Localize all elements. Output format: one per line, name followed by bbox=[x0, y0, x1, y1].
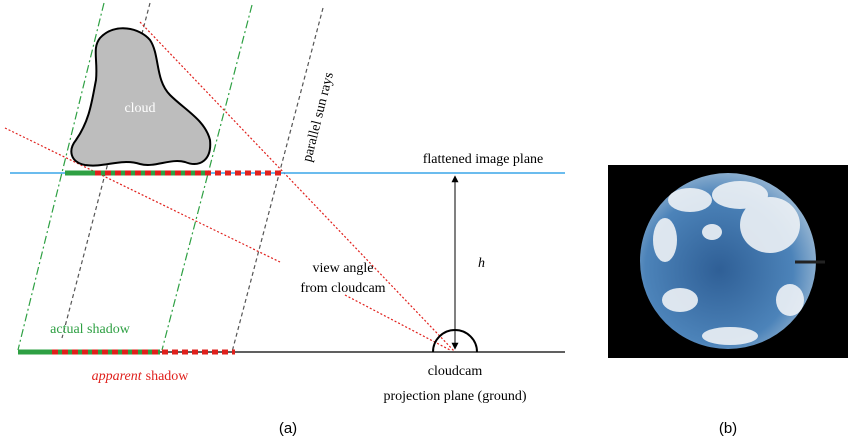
apparent-emphasis: apparent bbox=[92, 369, 143, 384]
panel-a-caption: (a) bbox=[279, 420, 297, 437]
figure: cloud parallel sun rays flattened image … bbox=[0, 0, 863, 441]
panel-a: cloud parallel sun rays flattened image … bbox=[5, 3, 565, 437]
actual-shadow-label: actual shadow bbox=[50, 322, 131, 337]
ground-label: projection plane (ground) bbox=[383, 389, 526, 404]
view-angle-label: view angle bbox=[312, 261, 373, 276]
height-label: h bbox=[478, 256, 485, 271]
shadow-edge-ray bbox=[162, 5, 252, 350]
sun-ray bbox=[232, 8, 323, 352]
panel-b: (b) bbox=[608, 165, 848, 437]
apparent-rest: shadow bbox=[146, 369, 190, 384]
rays-label: parallel sun rays bbox=[300, 71, 337, 164]
image-plane-label: flattened image plane bbox=[423, 152, 544, 167]
shadow-edge-ray bbox=[18, 3, 104, 350]
view-ray bbox=[345, 295, 450, 350]
camera-label: cloudcam bbox=[428, 364, 483, 379]
view-angle-label: from cloudcam bbox=[300, 281, 385, 296]
cloud bbox=[71, 28, 210, 165]
cloud-label: cloud bbox=[124, 101, 155, 116]
view-ray bbox=[140, 22, 455, 352]
panel-b-caption: (b) bbox=[719, 420, 737, 437]
